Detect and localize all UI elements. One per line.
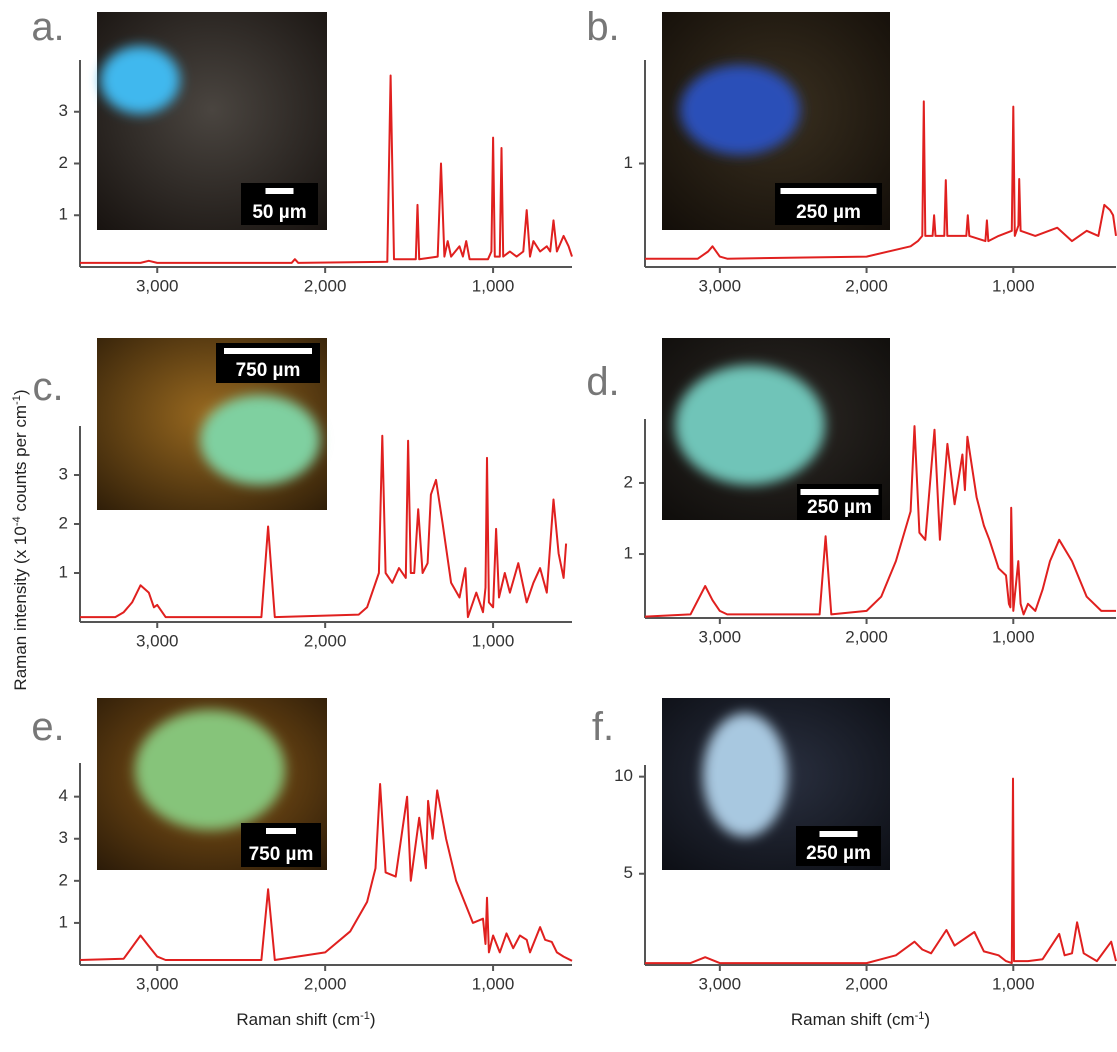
y-tick-label: 2 xyxy=(59,153,68,172)
panel-label: f. xyxy=(592,705,614,749)
y-axis-title: Raman intensity (x 10-4 counts per cm-1) xyxy=(11,389,30,690)
y-tick-label: 4 xyxy=(59,786,68,805)
scale-bar xyxy=(265,188,294,194)
spectrum-line xyxy=(645,777,1117,965)
x-axis-title: Raman shift (cm-1) xyxy=(236,1010,375,1029)
xlabel-part: ) xyxy=(924,1010,930,1029)
y-tick-label: 1 xyxy=(59,562,68,581)
scale-label: 250 µm xyxy=(796,202,861,223)
panel-label: d. xyxy=(586,360,619,404)
scale-label: 50 µm xyxy=(252,202,306,223)
x-tick-label: 3,000 xyxy=(136,276,179,295)
x-tick-label: 2,000 xyxy=(304,276,347,295)
spectrum-line xyxy=(80,434,568,619)
y-tick-label: 3 xyxy=(59,101,68,120)
ylabel-part: Raman intensity (x 10 xyxy=(11,526,30,690)
x-tick-label: 2,000 xyxy=(845,276,888,295)
x-tick-label: 3,000 xyxy=(136,974,179,993)
x-tick-label: 3,000 xyxy=(699,974,742,993)
panel-label: c. xyxy=(32,365,63,409)
spectrum-line xyxy=(79,783,573,962)
y-tick-label: 10 xyxy=(614,766,633,785)
x-tick-label: 1,000 xyxy=(472,276,515,295)
particle xyxy=(703,713,787,837)
y-tick-label: 3 xyxy=(59,828,68,847)
xlabel-part: ) xyxy=(370,1010,376,1029)
panel-label: b. xyxy=(586,5,619,49)
ylabel-part: -1 xyxy=(11,395,23,405)
xlabel-part: Raman shift (cm xyxy=(791,1010,915,1029)
particle xyxy=(680,65,800,155)
y-tick-label: 1 xyxy=(624,544,633,563)
x-tick-label: 3,000 xyxy=(699,276,742,295)
scale-label: 750 µm xyxy=(236,360,301,381)
x-axis-title: Raman shift (cm-1) xyxy=(791,1010,930,1029)
ylabel-part: ) xyxy=(11,389,30,395)
ylabel-part: counts per cm xyxy=(11,405,30,517)
panel-label: e. xyxy=(31,705,64,749)
y-tick-label: 2 xyxy=(59,870,68,889)
scale-label: 250 µm xyxy=(806,843,871,864)
y-tick-label: 1 xyxy=(624,153,633,172)
particle xyxy=(135,710,285,830)
x-tick-label: 1,000 xyxy=(992,276,1035,295)
x-tick-label: 1,000 xyxy=(472,631,515,650)
x-tick-label: 1,000 xyxy=(992,627,1035,646)
x-tick-label: 2,000 xyxy=(845,974,888,993)
x-tick-label: 1,000 xyxy=(472,974,515,993)
x-tick-label: 3,000 xyxy=(136,631,179,650)
scale-label: 250 µm xyxy=(807,497,872,518)
x-tick-label: 3,000 xyxy=(699,627,742,646)
scale-bar xyxy=(800,489,879,495)
scale-bar xyxy=(819,831,858,837)
panel-label: a. xyxy=(31,5,64,49)
x-tick-label: 1,000 xyxy=(992,974,1035,993)
y-tick-label: 3 xyxy=(59,464,68,483)
scale-label: 750 µm xyxy=(249,844,314,865)
scale-bar xyxy=(224,348,312,354)
xlabel-part: -1 xyxy=(360,1010,370,1022)
scale-bar xyxy=(266,828,296,834)
y-tick-label: 1 xyxy=(59,205,68,224)
y-tick-label: 1 xyxy=(59,912,68,931)
particle xyxy=(675,365,825,485)
particle xyxy=(100,46,180,114)
y-tick-label: 2 xyxy=(59,513,68,532)
spectrum-line xyxy=(644,425,1116,618)
y-tick-label: 5 xyxy=(624,863,633,882)
xlabel-part: -1 xyxy=(915,1010,925,1022)
scale-bar xyxy=(780,188,877,194)
spectrum-line xyxy=(645,100,1117,260)
x-tick-label: 2,000 xyxy=(845,627,888,646)
x-tick-label: 2,000 xyxy=(304,974,347,993)
xlabel-part: Raman shift (cm xyxy=(236,1010,360,1029)
x-tick-label: 2,000 xyxy=(304,631,347,650)
y-tick-label: 2 xyxy=(624,472,633,491)
particle xyxy=(200,395,320,485)
ylabel-part: -4 xyxy=(11,516,23,526)
spectrum-line xyxy=(80,74,573,264)
